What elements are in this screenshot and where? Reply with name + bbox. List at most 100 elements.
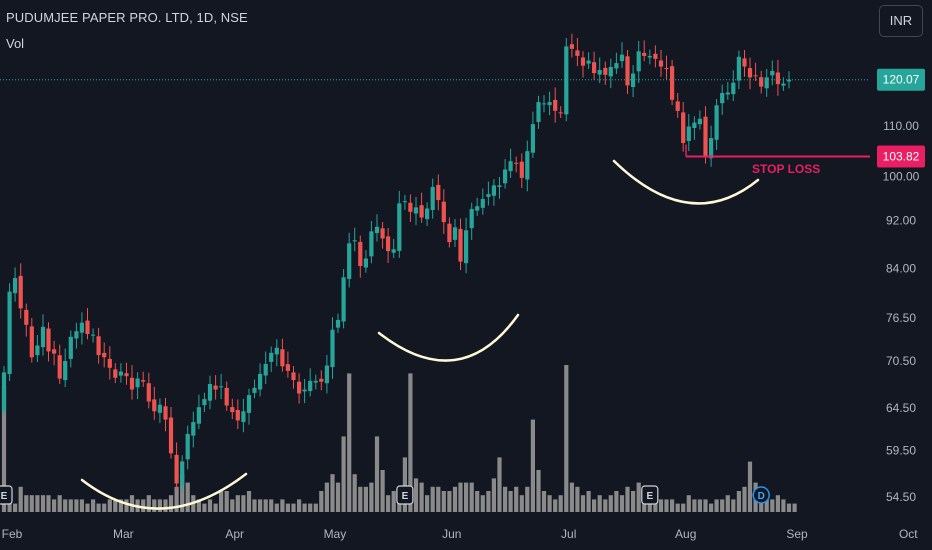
volume-bar (720, 499, 725, 512)
candle-body (408, 202, 413, 212)
candle-body (291, 372, 296, 381)
annotation-arc-1 (80, 472, 248, 510)
volume-bar (258, 499, 263, 512)
volume-bar (408, 373, 413, 512)
volume-bar (553, 499, 558, 512)
candle-body (564, 46, 569, 115)
candle-body (168, 417, 174, 454)
volume-bar (241, 495, 246, 512)
volume-bar (291, 503, 296, 512)
volume-bar (742, 486, 747, 512)
volume-bar (547, 495, 552, 512)
time-axis-label: Aug (675, 527, 696, 541)
candle-body (163, 406, 168, 420)
candle-body (503, 169, 508, 184)
candle-body (675, 101, 680, 111)
candle-body (113, 369, 118, 378)
volume-bar (703, 499, 708, 512)
symbol-title[interactable]: PUDUMJEE PAPER PRO. LTD, 1D, NSE (6, 10, 248, 25)
candle-body (85, 320, 90, 334)
candle-body (180, 461, 185, 486)
candle-body (725, 92, 730, 95)
stop-loss-label: STOP LOSS (752, 162, 820, 176)
volume-bar (709, 503, 714, 512)
candle-body (29, 326, 34, 358)
volume-bar (530, 419, 535, 512)
volume-bar (85, 503, 90, 512)
candle-body (330, 329, 335, 368)
candle-body (736, 56, 741, 81)
volume-bar (631, 491, 636, 512)
volume-bar (541, 491, 547, 512)
earnings-marker (0, 485, 13, 505)
volume-bar (436, 486, 441, 512)
candle-body (246, 395, 252, 413)
candle-body (297, 381, 302, 394)
candle-body (547, 102, 552, 106)
candle-body (358, 241, 363, 266)
candle-body (781, 83, 786, 86)
earnings-marker (641, 485, 659, 505)
last-price-tag (877, 68, 925, 91)
candle-body (714, 105, 719, 140)
volume-bar (614, 491, 619, 512)
time-axis-label: Apr (225, 527, 244, 541)
candle-body (603, 67, 608, 75)
candle-body (40, 326, 46, 348)
volume-bar (185, 482, 190, 512)
earnings-marker-label: E (646, 491, 653, 502)
candle-body (553, 99, 558, 111)
candle-body (458, 228, 463, 262)
volume-bar (202, 503, 207, 512)
candle-body (558, 112, 563, 114)
candle-body (536, 102, 541, 122)
volume-bar (441, 491, 446, 512)
candle-body (480, 199, 485, 208)
candle-body (24, 309, 29, 325)
candle-body (52, 349, 57, 354)
volume-bar (341, 436, 346, 512)
candle-body (352, 240, 357, 242)
volume-bar (391, 491, 396, 512)
candle-body (152, 399, 157, 412)
time-axis-label: Jul (561, 527, 576, 541)
candle-body (525, 151, 530, 180)
time-axis-label: May (324, 527, 347, 541)
candle-body (775, 72, 780, 85)
volume-bar (280, 499, 285, 512)
time-axis-labels: Feb Mar Apr May Jun Jul Aug Sep Oct (2, 527, 919, 541)
candle-body (252, 387, 257, 393)
candle-body (447, 223, 452, 243)
price-axis-label: 54.50 (886, 490, 916, 504)
volume-bar (592, 499, 597, 512)
price-axis[interactable] (870, 0, 932, 550)
volume-bar (625, 486, 630, 512)
candle-body (464, 230, 469, 264)
volume-bar (369, 482, 374, 512)
volume-bar (129, 495, 135, 512)
volume-bar (447, 491, 452, 512)
volume-bar (497, 457, 502, 512)
candle-body (441, 201, 446, 223)
candle-body (764, 77, 769, 89)
candle-body (386, 236, 391, 252)
time-axis-label: Mar (113, 527, 134, 541)
volume-bar (219, 491, 224, 512)
volume-bar (619, 495, 625, 512)
candle-body (380, 228, 385, 239)
volume-bar (57, 495, 62, 512)
candle-body (230, 407, 235, 413)
volume-bar (297, 499, 302, 512)
volume-bar (102, 503, 107, 512)
candle-body (430, 187, 435, 210)
volume-bar (792, 503, 797, 512)
volume-bar (174, 486, 179, 512)
candle-body (118, 371, 123, 376)
currency-button[interactable]: INR (879, 5, 923, 37)
candle-body (692, 122, 697, 128)
volume-indicator-label[interactable]: Vol (6, 36, 25, 51)
candle-body (575, 50, 580, 56)
candle-body (586, 60, 591, 64)
